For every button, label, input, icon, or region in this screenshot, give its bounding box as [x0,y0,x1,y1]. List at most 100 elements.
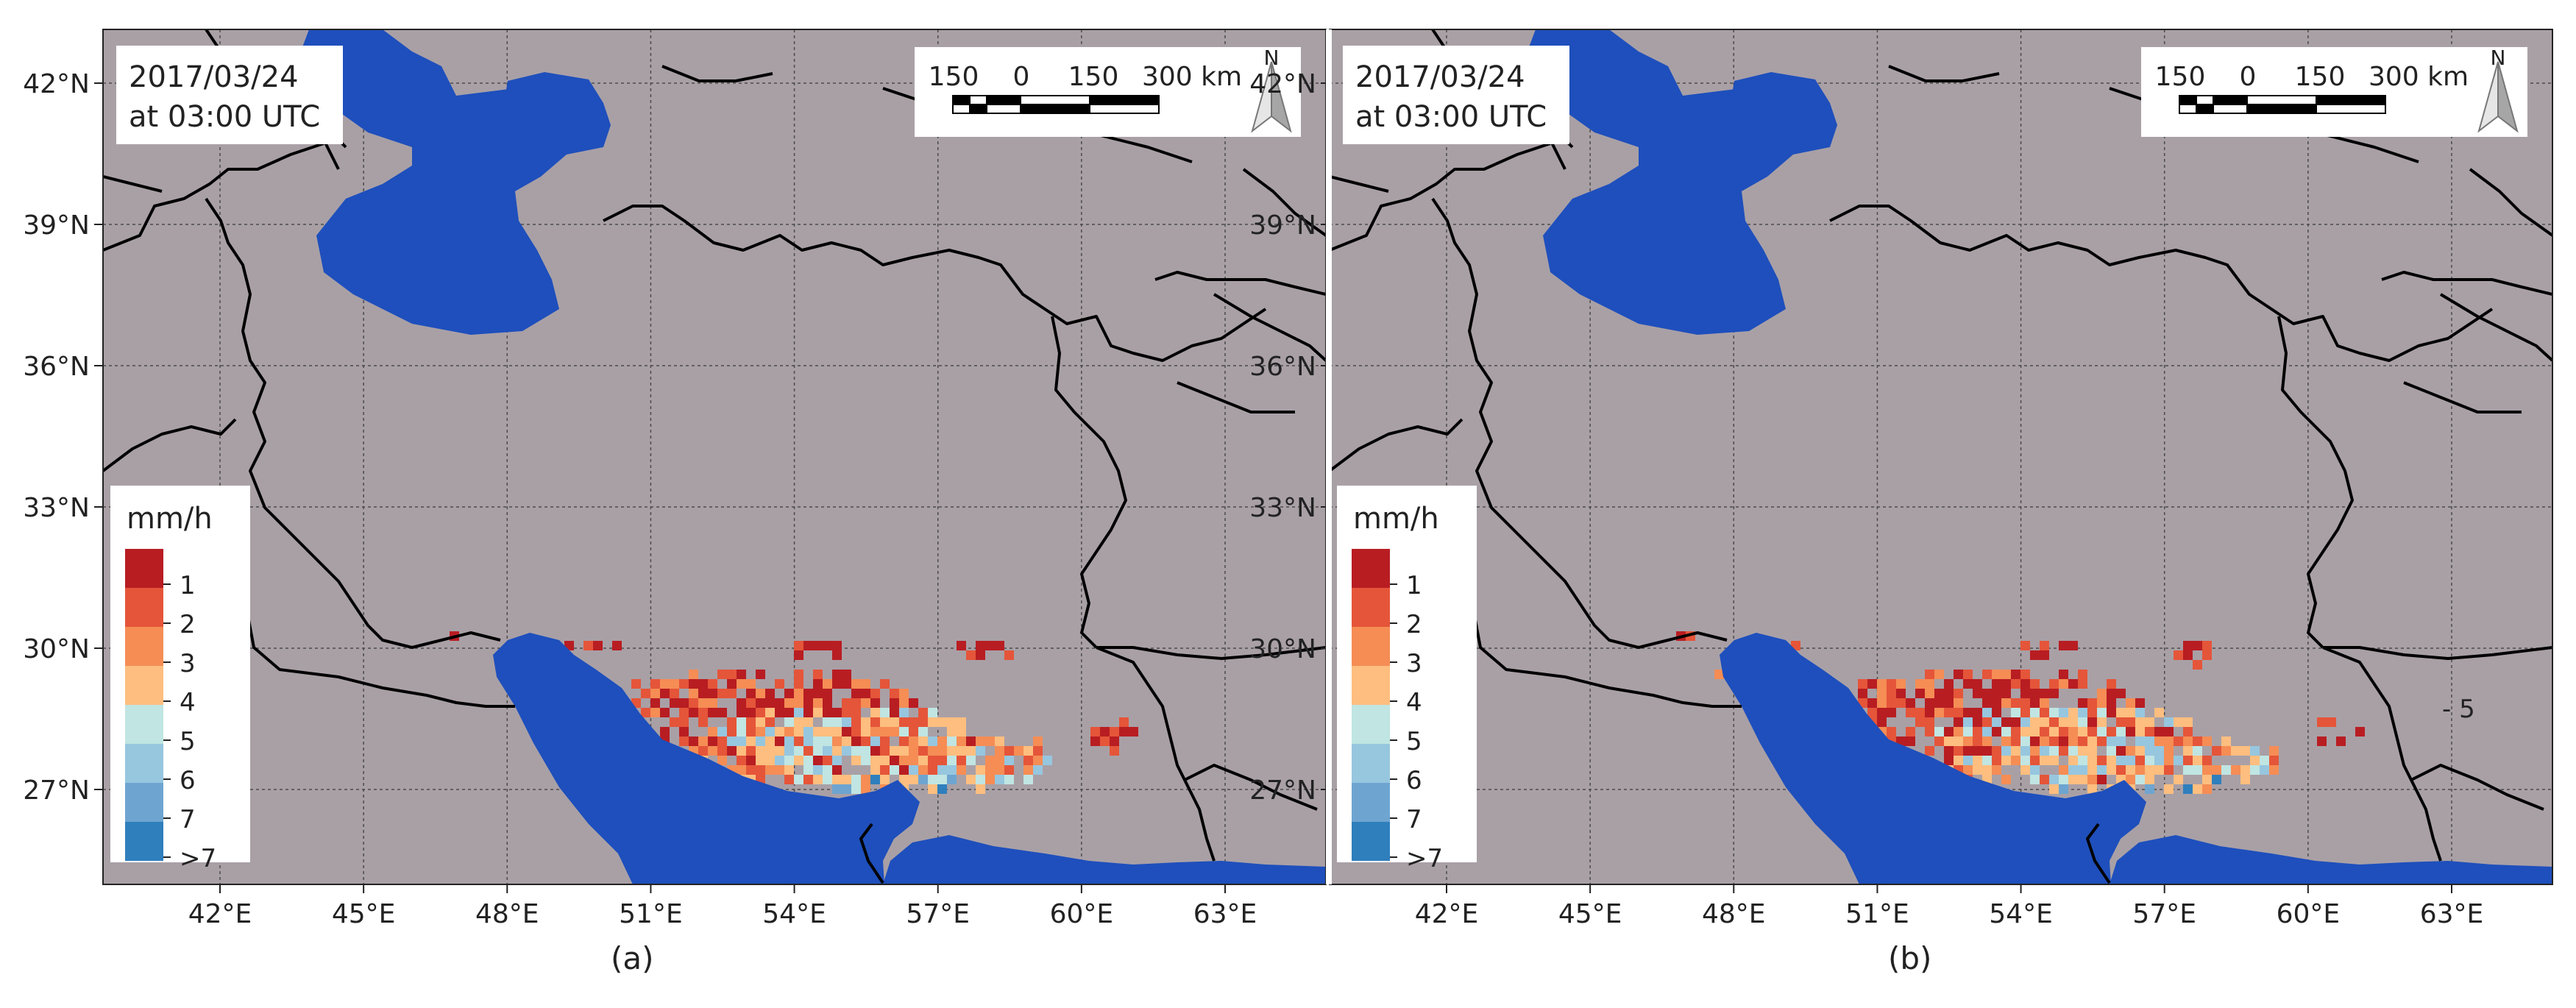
precip-cell [2183,784,2193,794]
scale-label: 150 [929,62,979,92]
precipitation-field [1676,631,2365,794]
precip-cell [1963,765,1973,775]
precip-cell [861,679,870,689]
precip-cell [727,670,737,679]
precip-cell [842,727,851,737]
precip-cell [784,698,794,708]
precip-cell [698,679,708,689]
precip-cell [1896,689,1906,698]
precip-cell [2126,756,2135,765]
border-line [1330,142,1551,252]
precip-cell [1944,698,1954,708]
precip-cell [2049,727,2059,737]
precip-cell [660,727,670,737]
precip-cell [2154,737,2164,746]
precip-cell [832,756,842,765]
precip-cell [2240,746,2250,756]
border-line [2469,168,2552,237]
time-label: at 03:00 UTC [129,100,320,134]
precip-cell [2049,717,2059,727]
scale-label: 300 km [1142,62,1242,92]
precip-cell [1973,727,1982,737]
border-line [1096,646,1326,660]
precip-cell [1992,708,2001,717]
precip-cell [1992,746,2001,756]
precip-cell [909,698,918,708]
precip-cell [727,679,737,689]
precip-cell [947,717,957,727]
precip-cell [2087,746,2097,756]
precip-cell [937,765,947,775]
precip-cell [870,765,880,775]
precip-cell [2097,765,2107,775]
legend-swatch [125,744,163,783]
precip-cell [1944,679,1954,689]
precip-cell [2116,717,2126,727]
precip-cell [1877,717,1887,727]
precip-cell [2154,756,2164,765]
precip-cell [1992,717,2001,727]
precip-cell [947,775,957,784]
precip-cell [2020,689,2030,698]
precip-cell [851,727,861,737]
legend-swatch [125,549,163,588]
precip-cell [1867,708,1877,717]
precip-cell [976,641,985,650]
precip-cell [880,746,890,756]
legend-swatch [125,627,163,666]
precip-cell [2183,641,2193,650]
precip-cell [851,746,861,756]
lat-tick-label: 30°N [23,634,90,664]
precip-cell [1944,727,1954,737]
scale-bar-box [915,47,1301,137]
precip-cell [899,708,909,717]
precip-cell [1992,756,2001,765]
precip-cell [976,775,985,784]
precip-cell [928,737,937,746]
precip-cell [832,641,842,650]
precip-cell [1925,698,1934,708]
precip-cell [966,650,976,660]
precip-cell [746,679,756,689]
precip-cell [717,737,727,746]
precip-cell [1129,727,1138,737]
precip-cell [985,765,995,775]
precip-cell [813,737,823,746]
precip-cell [823,641,832,650]
precip-cell [2001,698,2011,708]
precip-cell [2040,689,2049,698]
precip-cell [1944,737,1954,746]
precip-cell [727,717,737,727]
precip-cell [1033,765,1043,775]
legend-swatch [1352,783,1390,822]
border-line [1431,197,1728,649]
lon-tick-label: 63°E [2420,899,2484,929]
precip-cell [823,708,832,717]
legend: mm/h 1 2 3 4 5 6 7 >7 [110,486,250,873]
precip-cell [2231,765,2240,775]
precip-cell [2030,746,2040,756]
precip-cell [737,737,746,746]
precip-cell [2011,679,2020,689]
precip-cell [832,717,842,727]
precip-cell [823,689,832,698]
border-line [1051,316,1127,649]
precip-cell [909,717,918,727]
border-line [103,418,237,472]
precip-cell [784,737,794,746]
precip-cell [2202,775,2212,784]
precip-cell [1954,670,1963,679]
precip-cell [995,641,1004,650]
precip-cell [2174,756,2183,765]
precip-cell [1925,717,1934,727]
precip-cell [2049,784,2059,794]
precip-cell [2020,670,2030,679]
precip-cell [2087,717,2097,727]
precip-cell [2126,765,2135,775]
precip-cell [2126,746,2135,756]
precip-cell [1982,746,1992,756]
precip-cell [650,679,660,689]
precip-cell [2126,775,2135,784]
precip-cell [2145,756,2154,765]
precip-cell [2126,727,2135,737]
